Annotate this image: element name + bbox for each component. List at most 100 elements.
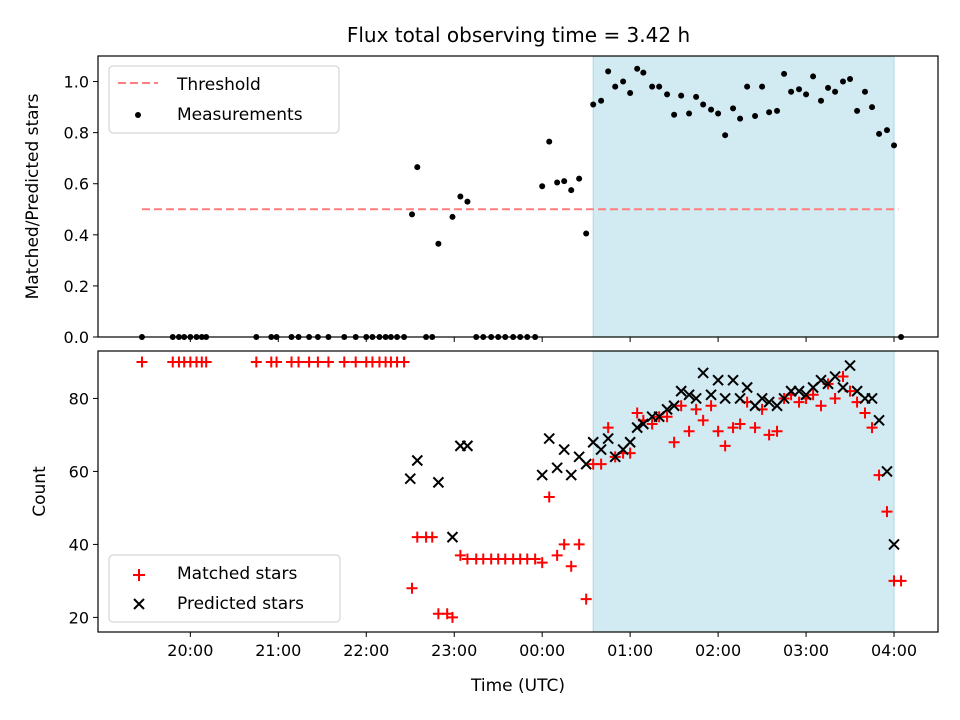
measurement-point <box>640 69 647 76</box>
xtick-label: 02:00 <box>695 641 741 660</box>
predicted-star-point <box>829 370 841 383</box>
measurement-point <box>464 198 471 205</box>
matched-star-point <box>271 356 283 368</box>
measurement-point <box>832 88 839 95</box>
xtick-label: 03:00 <box>783 641 829 660</box>
measurement-point <box>796 86 803 93</box>
measurement-point <box>554 179 561 186</box>
predicted-star-point <box>756 392 768 405</box>
matched-star-point <box>668 436 680 448</box>
bottom-ytick-label: 40 <box>69 535 89 554</box>
predicted-star-point <box>661 403 673 416</box>
predicted-star-point <box>741 381 753 394</box>
measurement-point <box>671 111 678 118</box>
legend-threshold-label: Threshold <box>176 75 261 95</box>
matched-star-point <box>454 549 466 561</box>
predicted-star-point <box>712 374 724 386</box>
measurement-point <box>561 178 568 185</box>
predicted-star-point <box>631 421 643 434</box>
matched-star-point <box>322 356 334 368</box>
matched-star-point <box>763 429 775 441</box>
matched-star-point <box>859 407 871 419</box>
top-ytick-label: 0.0 <box>64 328 89 347</box>
matched-star-point <box>595 458 607 470</box>
measurement-point <box>803 91 810 98</box>
measurement-point <box>634 65 641 72</box>
matched-star-point <box>350 356 362 368</box>
measurement-point <box>840 78 847 85</box>
matched-star-point <box>837 371 849 383</box>
matched-star-point <box>771 425 783 437</box>
matched-star-point <box>749 422 761 434</box>
measurement-point <box>546 138 553 145</box>
top-ytick-label: 1.0 <box>64 73 89 92</box>
measurement-point <box>891 142 898 149</box>
bottom-ylabel: Count <box>30 466 50 517</box>
predicted-star-point <box>844 359 856 372</box>
matched-star-point <box>675 400 687 412</box>
measurement-point <box>590 101 597 108</box>
predicted-star-point <box>793 385 805 397</box>
matched-star-point <box>734 418 746 430</box>
matched-star-point <box>551 549 563 561</box>
predicted-star-point <box>719 392 731 405</box>
top-panel: 0.0 0.2 0.4 0.6 0.8 1.0 Matched/Predicted star… <box>23 55 939 347</box>
measurement-point <box>605 68 612 75</box>
measurement-point <box>598 97 605 104</box>
predicted-star-point <box>727 374 739 386</box>
predicted-star-point <box>734 392 746 405</box>
matched-star-point <box>136 356 148 368</box>
measurement-point <box>612 83 619 90</box>
measurement-point <box>693 93 700 100</box>
top-observing-span <box>592 55 895 338</box>
matched-star-point <box>866 422 878 434</box>
matched-star-point <box>815 400 827 412</box>
matched-star-point <box>661 411 673 423</box>
measurement-point <box>752 113 759 120</box>
measurement-point <box>722 132 729 139</box>
measurement-point <box>568 187 575 194</box>
measurement-point <box>627 90 634 97</box>
predicted-star-point <box>705 389 717 401</box>
matched-star-point <box>881 506 893 518</box>
xtick-label: 04:00 <box>871 641 917 660</box>
predicted-star-point <box>446 531 459 543</box>
measurement-point <box>847 75 854 82</box>
predicted-star-point <box>881 465 893 478</box>
measurement-point <box>708 106 715 113</box>
matched-star-point <box>719 440 731 452</box>
measurement-point <box>730 105 737 112</box>
predicted-star-point <box>763 396 775 408</box>
predicted-star-point <box>411 454 423 467</box>
top-ytick-label: 0.8 <box>64 124 89 143</box>
matched-star-point <box>312 356 324 368</box>
measurement-point <box>810 73 817 80</box>
measurement-point <box>539 183 546 190</box>
matched-star-point <box>250 356 262 368</box>
matched-star-point <box>602 422 614 434</box>
top-ytick-label: 0.2 <box>64 277 89 296</box>
measurement-point <box>649 83 656 90</box>
predicted-star-point <box>602 432 614 445</box>
measurement-point <box>409 211 416 218</box>
bottom-ytick-label: 60 <box>69 462 89 481</box>
predicted-star-point <box>558 443 570 456</box>
matched-star-point <box>426 531 438 543</box>
bottom-axes-frame <box>97 350 939 633</box>
predicted-star-point <box>637 418 650 430</box>
matched-star-point <box>829 392 841 404</box>
matched-star-point <box>338 356 350 368</box>
top-legend-box <box>108 65 340 134</box>
bottom-ytick-label: 80 <box>69 389 89 408</box>
predicted-star-point <box>837 381 849 394</box>
measurement-point <box>583 230 590 237</box>
bottom-observing-span <box>592 350 895 633</box>
matched-star-point <box>683 425 695 437</box>
matched-star-point <box>529 553 541 565</box>
bottom-legend: Matched stars Predicted stars <box>108 554 341 623</box>
predicted-star-point <box>866 392 878 405</box>
top-legend: Threshold Measurements <box>108 65 340 134</box>
measurement-point <box>861 88 868 95</box>
matched-star-point <box>536 557 548 569</box>
